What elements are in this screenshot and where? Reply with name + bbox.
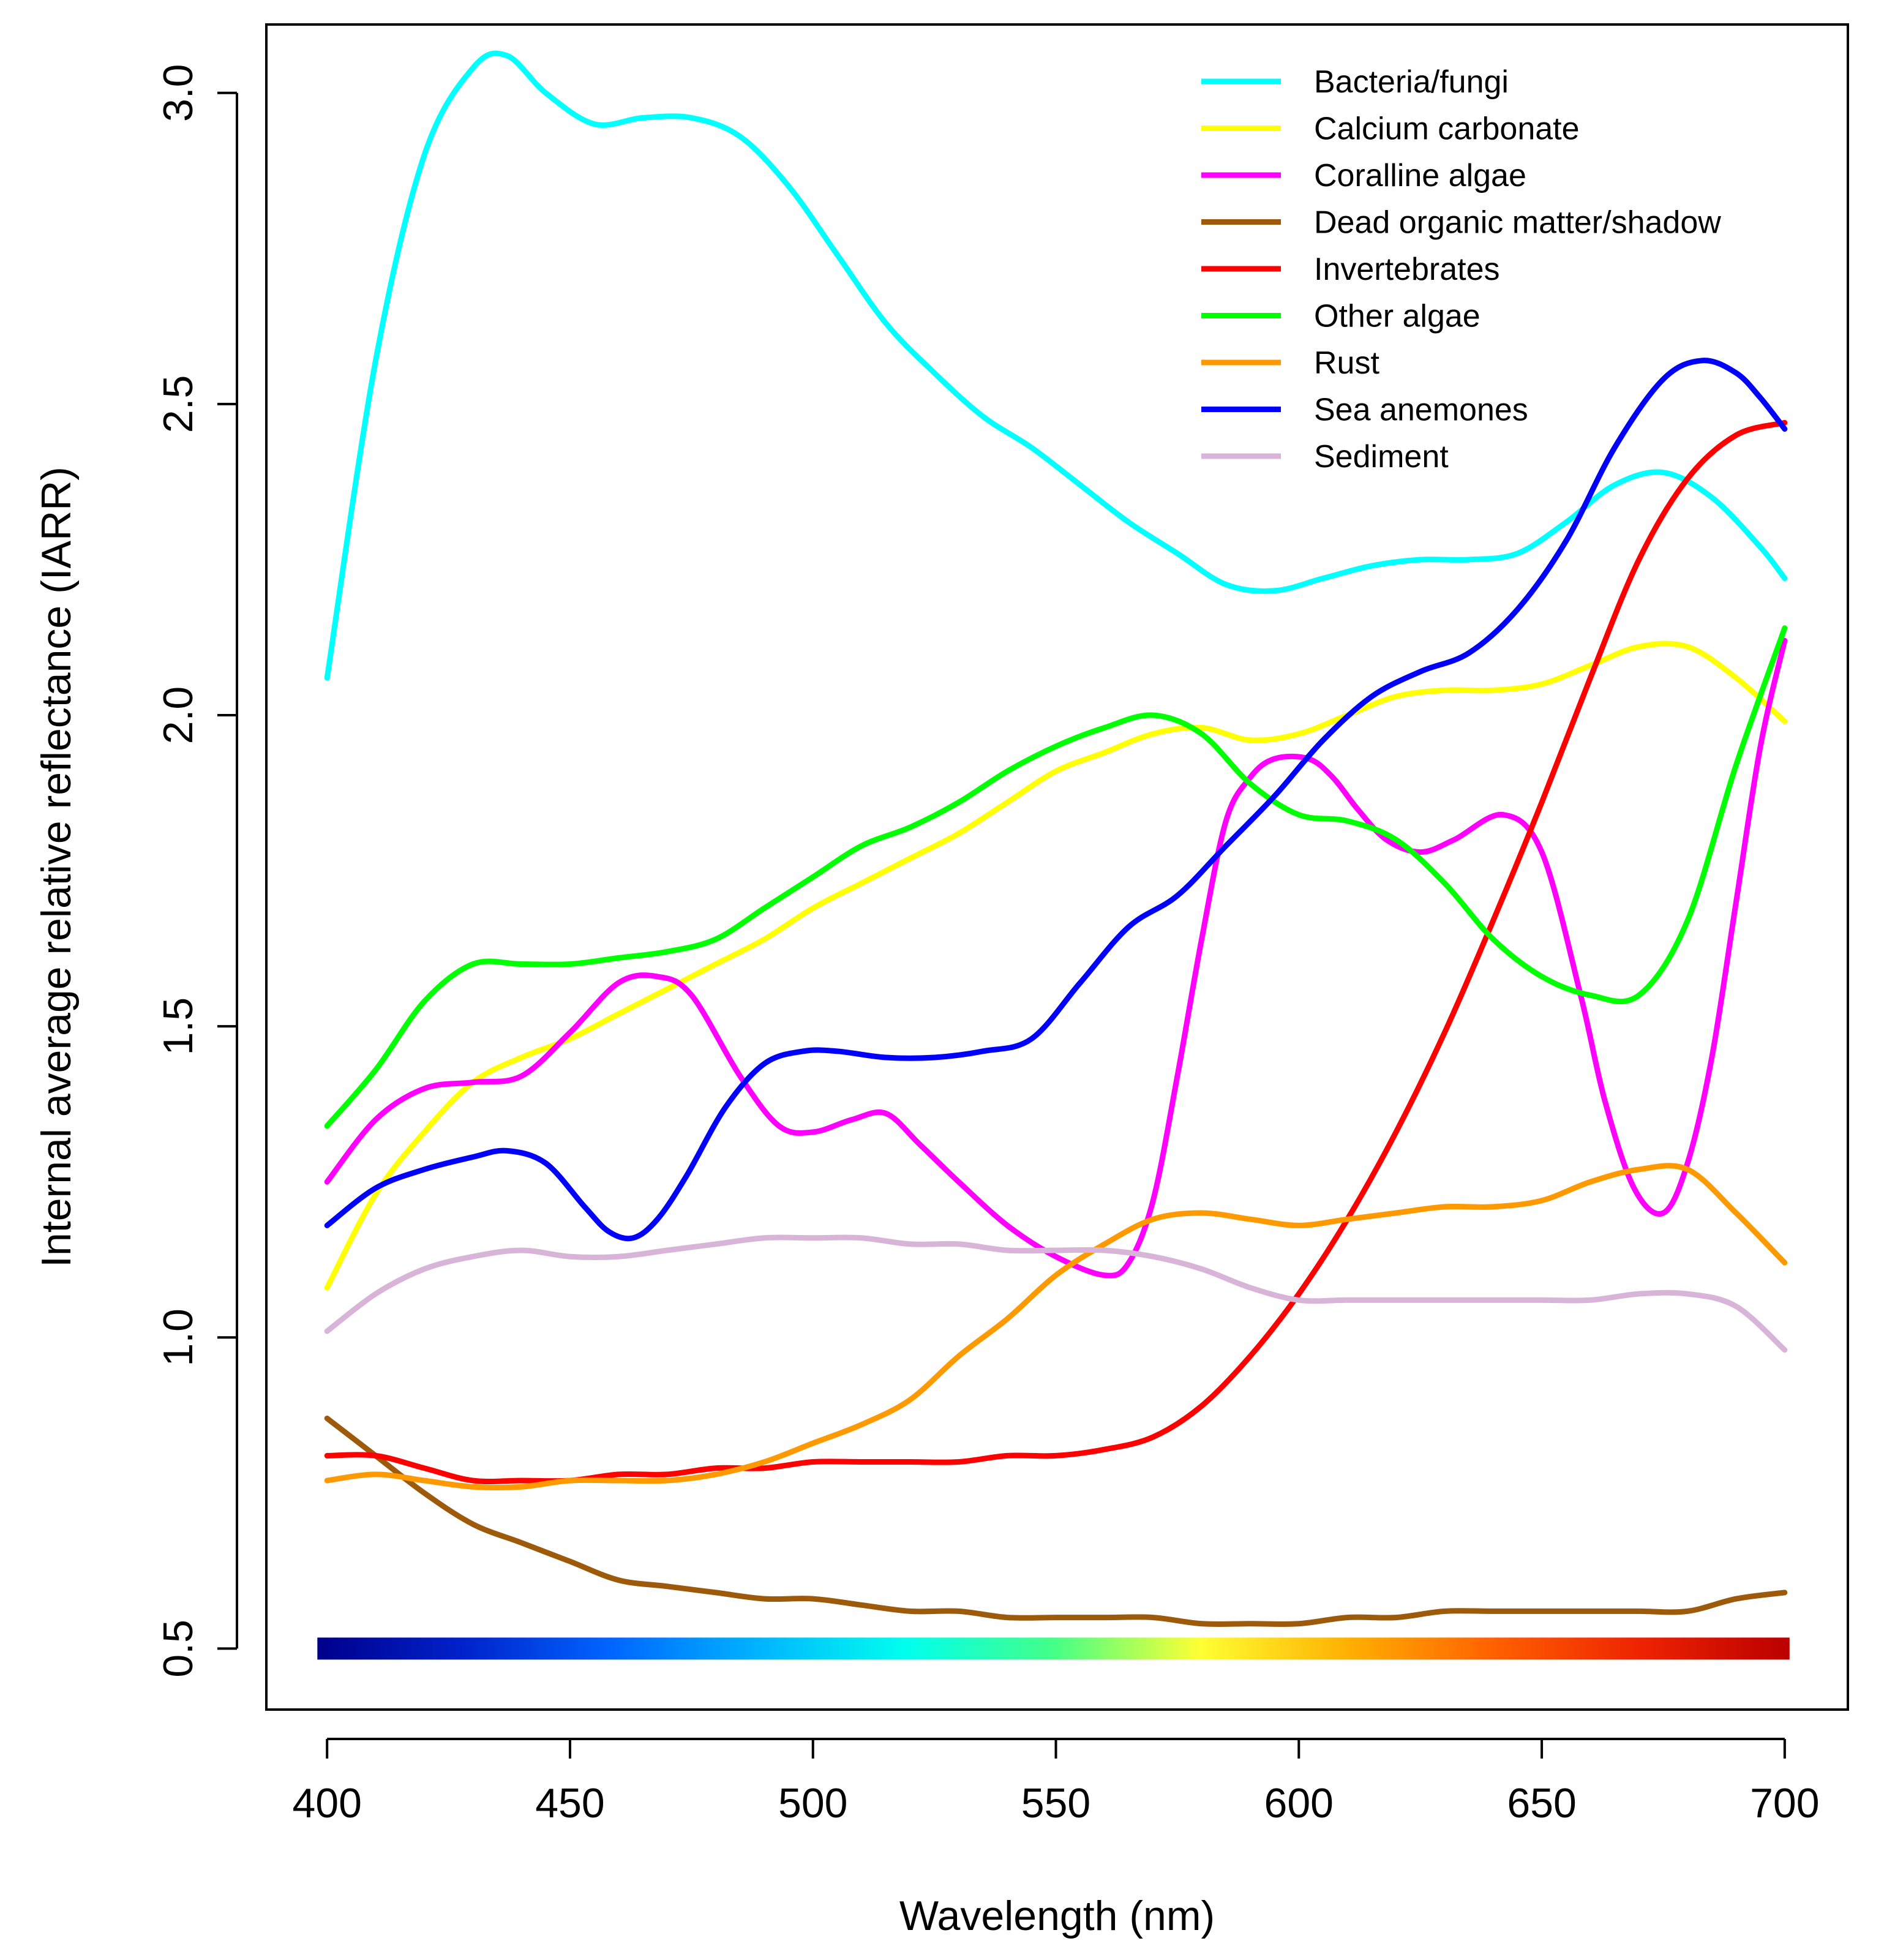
x-tick-label: 500	[778, 1780, 847, 1827]
x-axis: 400 450 500 550 600 650 700	[292, 1738, 1820, 1827]
x-tick-label: 700	[1750, 1780, 1819, 1827]
plot-frame	[265, 23, 1849, 1711]
x-tick-label: 550	[1021, 1780, 1090, 1827]
y-axis-title: Internal average relative reflectance (I…	[33, 467, 80, 1267]
series-line-sediment	[324, 1234, 1788, 1353]
y-tick-label: 1.0	[155, 1309, 201, 1367]
legend-label: Rust	[1314, 345, 1379, 381]
legend-label: Calcium carbonate	[1314, 111, 1580, 147]
legend-label: Coralline algae	[1314, 158, 1526, 193]
x-tick-label: 650	[1507, 1780, 1576, 1827]
series-line-invertebrates	[324, 419, 1788, 1485]
x-tick-label: 400	[292, 1780, 361, 1827]
legend: Bacteria/fungi Calcium carbonate Coralline…	[1201, 64, 1721, 475]
series-line-other-algae	[324, 625, 1788, 1129]
legend-label: Other algae	[1314, 299, 1481, 334]
y-tick-label: 2.0	[155, 686, 201, 745]
x-tick-label: 600	[1264, 1780, 1334, 1827]
series-line-dead-organic-matter-shadow	[324, 1415, 1788, 1628]
series-line-sea-anemones	[324, 358, 1788, 1242]
y-tick-label: 3.0	[155, 64, 201, 122]
series-line-calcium-carbonate	[324, 640, 1788, 1291]
series-line-bacteria-fungi	[324, 50, 1788, 681]
y-tick-label: 1.5	[155, 997, 201, 1056]
series-line-rust	[324, 1163, 1788, 1490]
legend-label: Sediment	[1314, 439, 1449, 475]
legend-label: Dead organic matter/shadow	[1314, 205, 1721, 241]
spectrum-bar-group	[317, 1637, 1790, 1660]
legend-label: Sea anemones	[1314, 392, 1528, 428]
y-axis: 0.5 1.0 1.5 2.0 2.5 3.0	[155, 64, 238, 1678]
spectrum-bar	[317, 1637, 1790, 1660]
x-axis-title: Wavelength (nm)	[899, 1893, 1215, 1939]
legend-label: Invertebrates	[1314, 252, 1500, 287]
legend-label: Bacteria/fungi	[1314, 64, 1509, 100]
series-lines	[324, 50, 1788, 1628]
series-line-coralline-algae	[324, 637, 1788, 1279]
x-tick-label: 450	[535, 1780, 604, 1827]
y-tick-label: 0.5	[155, 1620, 201, 1678]
y-tick-label: 2.5	[155, 375, 201, 434]
